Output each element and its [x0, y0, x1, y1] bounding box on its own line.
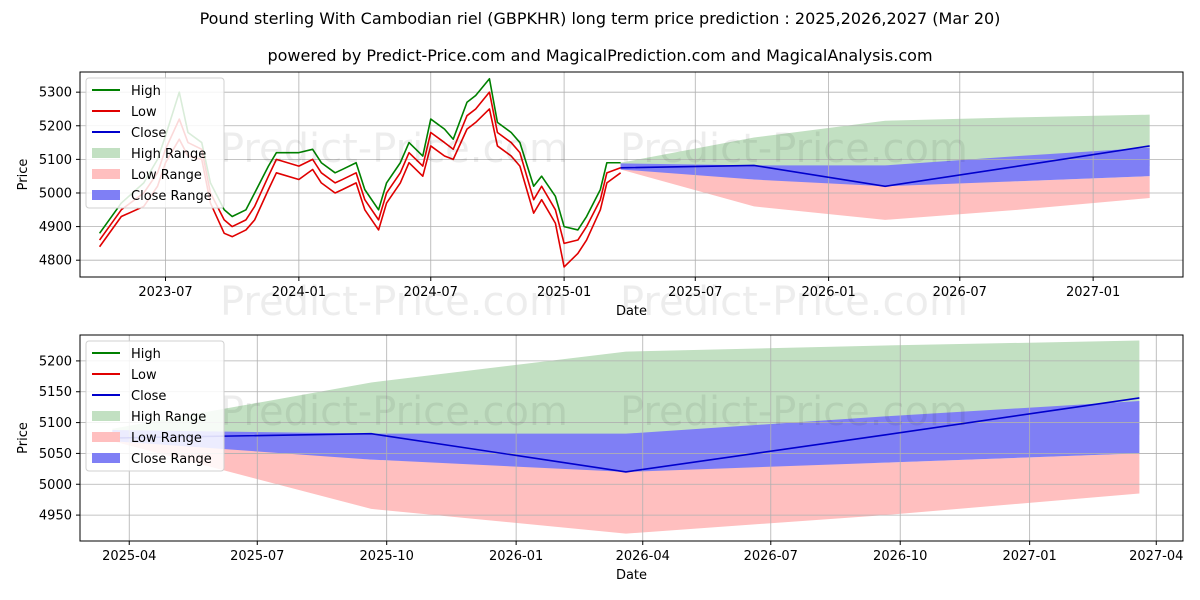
- x-tick-label: 2024-07: [404, 285, 458, 300]
- plot-frame: [79, 334, 1184, 542]
- close-forecast-line: [112, 397, 1140, 473]
- legend-box: [85, 77, 225, 209]
- x-axis-label: Date: [616, 304, 647, 319]
- legend-label: High: [131, 84, 161, 99]
- x-tick-label: 2025-07: [668, 285, 722, 300]
- close-range-area: [112, 400, 1140, 472]
- plot-frame: [79, 71, 1184, 278]
- legend-label: Close Range: [131, 452, 212, 467]
- legend-label: Low Range: [131, 431, 202, 446]
- y-tick-label: 5100: [39, 416, 72, 431]
- x-tick-label: 2026-01: [489, 549, 543, 564]
- y-tick-label: 5050: [39, 447, 72, 462]
- y-tick-label: 5200: [39, 354, 72, 369]
- legend: High Low Close High Range Low Range Close Ran…: [85, 77, 225, 209]
- y-axis-label: Price: [16, 159, 31, 191]
- plot-area: Predict-Price.com Predict-Price.com: [80, 72, 1183, 277]
- y-tick-label: 4900: [39, 220, 72, 235]
- x-axis-label: Date: [616, 568, 647, 583]
- legend-swatch: [92, 169, 120, 179]
- x-tick-label: 2027-04: [1129, 549, 1183, 564]
- close-range-area: [620, 147, 1150, 187]
- legend-label: Close: [131, 389, 166, 404]
- y-tick-label: 5150: [39, 385, 72, 400]
- panel-overview: Predict-Price.com Predict-Price.comPredic…: [16, 71, 1184, 325]
- panel-forecast: Predict-Price.com Predict-Price.com 2025-0…: [16, 334, 1184, 583]
- legend-swatch: [92, 432, 120, 442]
- x-tick-label: 2026-04: [616, 549, 670, 564]
- chart-subtitle: powered by Predict-Price.com and Magical…: [267, 46, 933, 65]
- legend-label: Close: [131, 126, 166, 141]
- y-tick-label: 5100: [39, 153, 72, 168]
- legend-label: Low: [131, 105, 157, 120]
- legend-label: High Range: [131, 147, 206, 162]
- legend-label: High: [131, 347, 161, 362]
- y-tick-label: 4800: [39, 254, 72, 269]
- y-tick-label: 5300: [39, 86, 72, 101]
- x-tick-label: 2025-04: [102, 549, 156, 564]
- x-tick-label: 2026-07: [933, 285, 987, 300]
- x-tick-label: 2025-01: [537, 285, 591, 300]
- high-range-area: [620, 114, 1150, 167]
- x-tick-label: 2026-10: [873, 549, 927, 564]
- y-tick-label: 5000: [39, 186, 72, 201]
- x-tick-label: 2025-07: [230, 549, 284, 564]
- y-tick-label: 5000: [39, 478, 72, 493]
- watermark: Predict-Price.com: [220, 279, 568, 325]
- x-tick-label: 2024-01: [272, 285, 326, 300]
- x-tick-label: 2025-10: [360, 549, 414, 564]
- x-tick-label: 2027-01: [1066, 285, 1120, 300]
- x-tick-label: 2026-01: [801, 285, 855, 300]
- watermark: Predict-Price.com: [620, 389, 968, 435]
- x-tick-label: 2023-07: [138, 285, 192, 300]
- legend-label: Low: [131, 368, 157, 383]
- close-forecast-line: [620, 145, 1150, 188]
- y-tick-label: 5200: [39, 119, 72, 134]
- watermark: Predict-Price.com: [220, 126, 568, 172]
- high-range-area: [112, 340, 1140, 435]
- y-axis-label: Price: [16, 422, 31, 454]
- y-tick-label: 4950: [39, 509, 72, 524]
- legend: High Low Close High Range Low Range Close Ran…: [85, 340, 225, 472]
- legend-label: Close Range: [131, 189, 212, 204]
- x-tick-label: 2026-07: [744, 549, 798, 564]
- plot-area: Predict-Price.com Predict-Price.com: [80, 335, 1183, 541]
- x-tick-label: 2027-01: [1002, 549, 1056, 564]
- legend-swatch: [92, 453, 120, 463]
- chart-title: Pound sterling With Cambodian riel (GBPK…: [199, 9, 1001, 28]
- watermark: Predict-Price.com: [620, 126, 968, 172]
- watermark: Predict-Price.com: [220, 389, 568, 435]
- legend-label: Low Range: [131, 168, 202, 183]
- legend-label: High Range: [131, 410, 206, 425]
- legend-swatch: [92, 190, 120, 200]
- legend-swatch: [92, 411, 120, 421]
- watermark: Predict-Price.com: [620, 279, 968, 325]
- legend-box: [85, 340, 225, 472]
- legend-swatch: [92, 148, 120, 158]
